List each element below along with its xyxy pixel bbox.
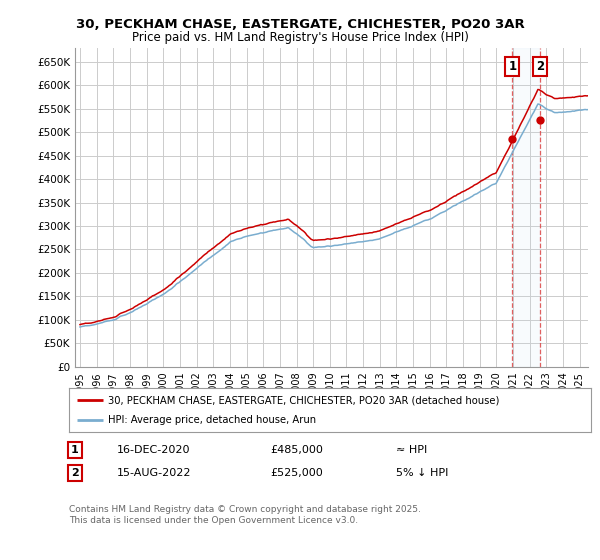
Text: 1: 1 [508, 60, 517, 73]
Text: £525,000: £525,000 [270, 468, 323, 478]
Text: 30, PECKHAM CHASE, EASTERGATE, CHICHESTER, PO20 3AR (detached house): 30, PECKHAM CHASE, EASTERGATE, CHICHESTE… [108, 395, 500, 405]
Text: HPI: Average price, detached house, Arun: HPI: Average price, detached house, Arun [108, 415, 316, 425]
Text: Contains HM Land Registry data © Crown copyright and database right 2025.
This d: Contains HM Land Registry data © Crown c… [69, 505, 421, 525]
Text: 15-AUG-2022: 15-AUG-2022 [117, 468, 191, 478]
Bar [512, 48, 540, 367]
Text: 1: 1 [71, 445, 79, 455]
Text: £485,000: £485,000 [270, 445, 323, 455]
Text: Price paid vs. HM Land Registry's House Price Index (HPI): Price paid vs. HM Land Registry's House … [131, 31, 469, 44]
Text: ≈ HPI: ≈ HPI [396, 445, 427, 455]
Text: 2: 2 [71, 468, 79, 478]
Text: 30, PECKHAM CHASE, EASTERGATE, CHICHESTER, PO20 3AR: 30, PECKHAM CHASE, EASTERGATE, CHICHESTE… [76, 18, 524, 31]
Text: 16-DEC-2020: 16-DEC-2020 [117, 445, 191, 455]
Text: 2: 2 [536, 60, 544, 73]
Text: 5% ↓ HPI: 5% ↓ HPI [396, 468, 448, 478]
